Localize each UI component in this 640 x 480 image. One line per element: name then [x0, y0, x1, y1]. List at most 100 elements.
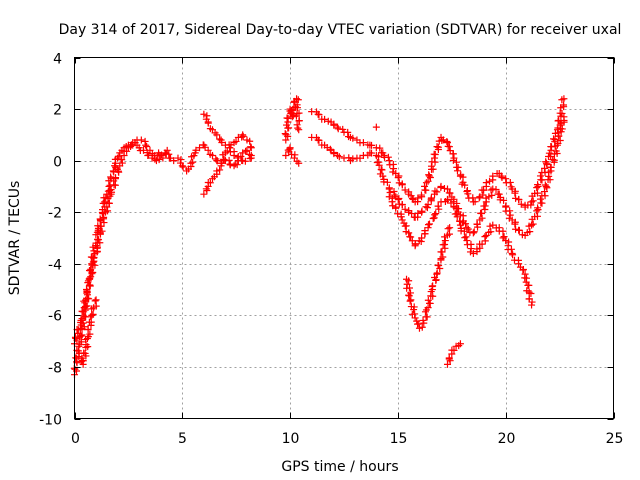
data-points	[70, 95, 568, 379]
data-point	[230, 162, 238, 170]
data-point	[170, 157, 178, 165]
data-point	[86, 330, 94, 338]
data-point	[84, 326, 92, 334]
data-point	[507, 245, 515, 253]
data-point	[424, 177, 432, 185]
data-point	[295, 126, 303, 134]
data-point	[98, 227, 106, 235]
data-point	[519, 266, 527, 274]
data-point	[414, 194, 422, 202]
data-point	[94, 236, 102, 244]
data-point	[549, 155, 557, 163]
data-point	[379, 172, 387, 180]
data-point	[187, 159, 195, 167]
data-point	[515, 196, 523, 204]
data-point	[511, 220, 519, 228]
data-point	[80, 349, 88, 357]
data-point	[534, 204, 542, 212]
data-point	[480, 186, 488, 194]
data-point	[372, 123, 380, 131]
data-point	[204, 146, 212, 154]
x-axis-label: GPS time / hours	[281, 459, 398, 475]
data-point	[208, 151, 216, 159]
data-point	[139, 146, 147, 154]
data-point	[218, 139, 226, 147]
data-point	[424, 296, 432, 304]
data-point	[218, 159, 226, 167]
data-point	[243, 146, 251, 154]
data-point	[344, 128, 352, 136]
data-point	[330, 120, 338, 128]
data-point	[118, 159, 126, 167]
data-point	[431, 150, 439, 158]
data-point	[469, 229, 477, 237]
data-point	[246, 137, 254, 145]
data-point	[91, 297, 99, 305]
data-point	[406, 233, 414, 241]
data-point	[401, 205, 409, 213]
data-point	[137, 136, 145, 144]
data-point	[282, 131, 290, 139]
data-point	[500, 233, 508, 241]
data-point	[394, 196, 402, 204]
y-tick-labels: -10 -8 -6 -4 -2 0 2 4	[39, 52, 62, 429]
data-point	[294, 96, 302, 104]
data-point	[425, 172, 433, 180]
data-point	[88, 311, 96, 319]
data-point	[83, 285, 91, 293]
data-point	[75, 353, 83, 361]
data-point	[247, 144, 255, 152]
data-point	[527, 289, 535, 297]
data-point	[220, 156, 228, 164]
data-point	[392, 204, 400, 212]
data-point	[155, 151, 163, 159]
data-point	[94, 243, 102, 251]
data-point	[408, 210, 416, 218]
data-point	[386, 188, 394, 196]
data-point	[487, 228, 495, 236]
data-point	[453, 167, 461, 175]
data-point	[551, 136, 559, 144]
data-point	[506, 211, 514, 219]
data-point	[225, 156, 233, 164]
data-point	[81, 303, 89, 311]
data-point	[286, 145, 294, 153]
data-point	[226, 161, 234, 169]
data-point	[91, 261, 99, 269]
data-point	[418, 323, 426, 331]
data-point	[77, 338, 85, 346]
data-point	[560, 113, 568, 121]
data-point	[376, 144, 384, 152]
data-point	[405, 277, 413, 285]
data-point	[489, 221, 497, 229]
data-point	[103, 203, 111, 211]
data-point	[79, 357, 87, 365]
data-point	[499, 227, 507, 235]
data-point	[411, 240, 419, 248]
data-point	[384, 153, 392, 161]
data-point	[375, 161, 383, 169]
data-point	[330, 148, 338, 156]
x-tick-label: 0	[71, 431, 80, 447]
data-point	[550, 156, 558, 164]
data-point	[179, 163, 187, 171]
data-point	[213, 157, 221, 165]
data-point	[511, 189, 519, 197]
data-point	[326, 145, 334, 153]
data-point	[334, 125, 342, 133]
data-point	[533, 189, 541, 197]
data-point	[288, 113, 296, 121]
data-point	[397, 213, 405, 221]
data-point	[533, 212, 541, 220]
data-point	[439, 241, 447, 249]
data-point	[445, 354, 453, 362]
data-point	[481, 233, 489, 241]
data-point	[321, 115, 329, 123]
data-point	[552, 147, 560, 155]
data-point	[421, 182, 429, 190]
data-point	[142, 141, 150, 149]
data-point	[200, 110, 208, 118]
data-point	[143, 142, 151, 150]
y-axis-label: SDTVAR / TECUs	[7, 181, 23, 296]
data-point	[192, 146, 200, 154]
